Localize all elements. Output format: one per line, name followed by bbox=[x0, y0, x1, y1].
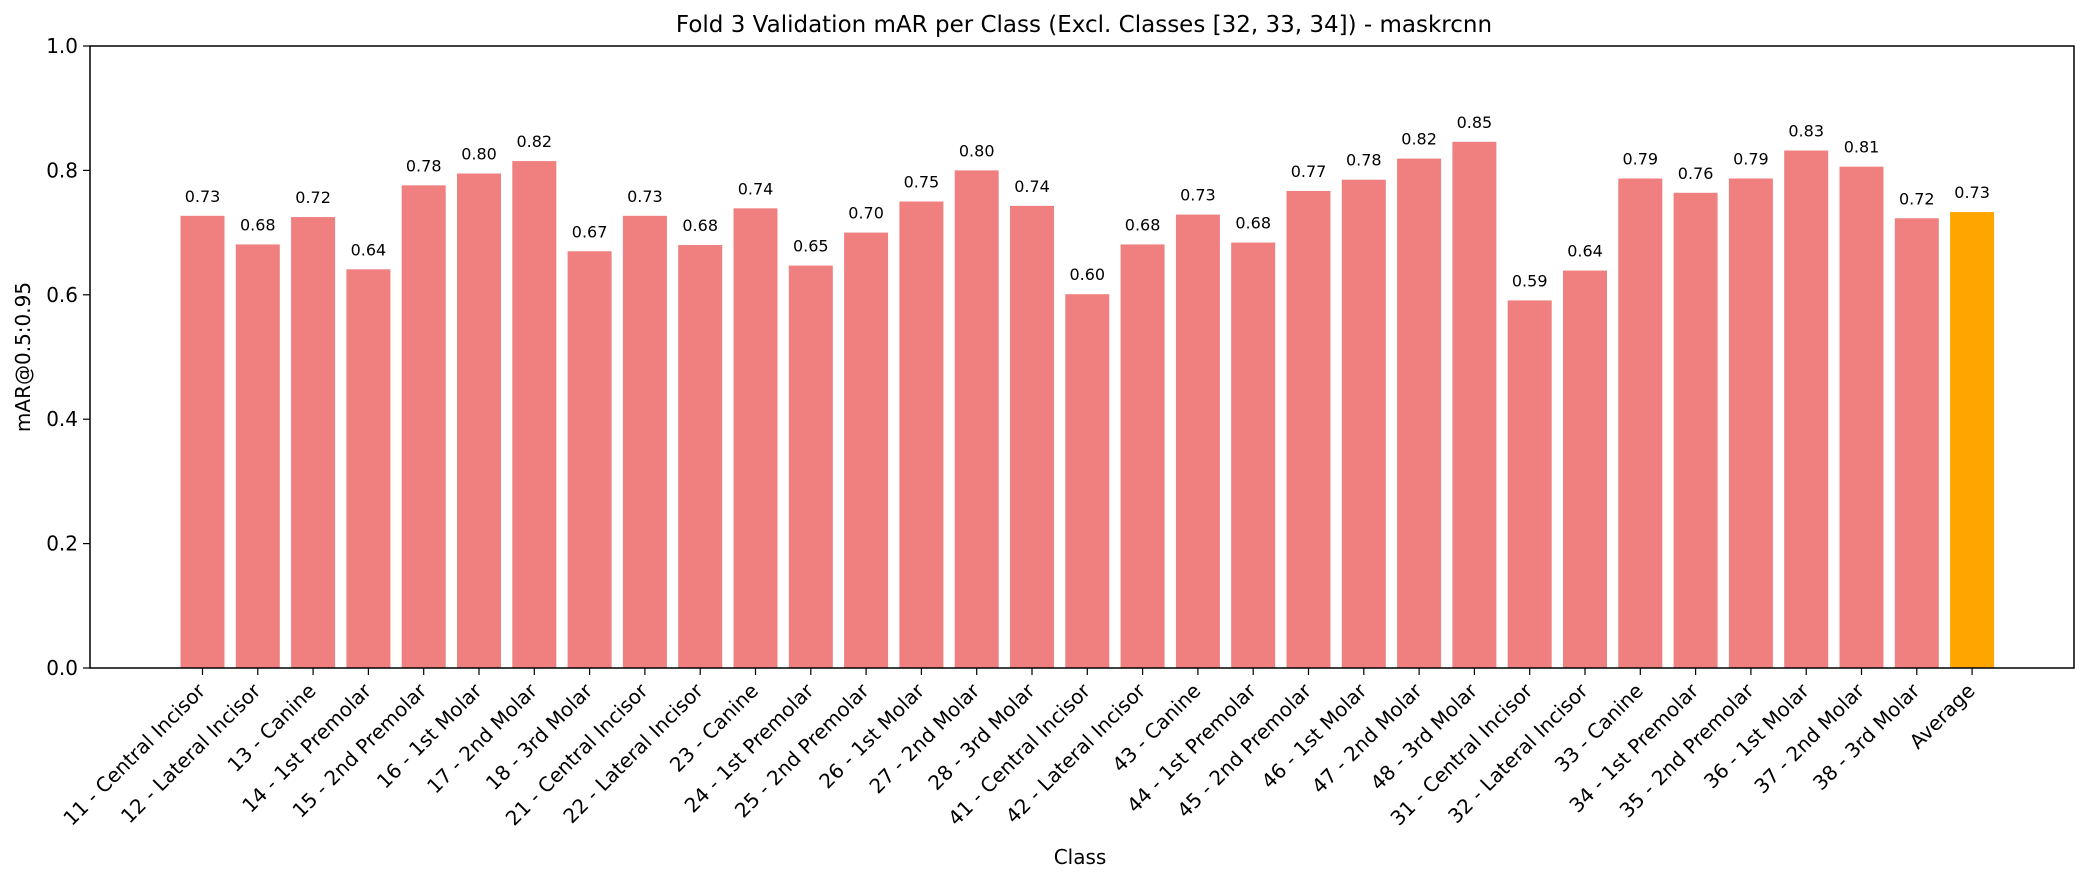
bar-value-label: 0.68 bbox=[1125, 215, 1161, 234]
bar-value-label: 0.76 bbox=[1678, 164, 1714, 183]
bar bbox=[954, 170, 999, 668]
bar-value-label: 0.67 bbox=[572, 222, 608, 241]
bar-value-label: 0.80 bbox=[461, 145, 497, 164]
bar-value-label: 0.85 bbox=[1457, 113, 1493, 132]
bar bbox=[567, 251, 612, 668]
bar bbox=[1175, 214, 1220, 668]
bar-value-label: 0.68 bbox=[1235, 214, 1271, 233]
bar-value-label: 0.81 bbox=[1844, 138, 1880, 157]
bar bbox=[1563, 270, 1607, 668]
bar bbox=[512, 161, 557, 668]
bar-value-label: 0.72 bbox=[1899, 189, 1935, 208]
bar bbox=[622, 215, 667, 668]
bar-value-label: 0.59 bbox=[1512, 271, 1548, 290]
bar bbox=[1341, 179, 1386, 669]
bar-value-label: 0.73 bbox=[1954, 183, 1990, 202]
bar bbox=[1728, 178, 1773, 669]
bar-value-label: 0.80 bbox=[959, 141, 995, 160]
y-tick-label: 1.0 bbox=[46, 34, 78, 58]
average-bar bbox=[1950, 212, 1995, 668]
bar-value-label: 0.79 bbox=[1622, 149, 1658, 168]
bar bbox=[401, 185, 446, 668]
bar bbox=[788, 265, 833, 668]
bar bbox=[1120, 244, 1165, 669]
bar bbox=[733, 208, 778, 668]
bar bbox=[1784, 150, 1829, 668]
plot-frame bbox=[89, 45, 2075, 669]
x-axis-label: Class bbox=[1054, 845, 1107, 869]
bar-value-label: 0.78 bbox=[1346, 151, 1382, 170]
y-tick-label: 0.2 bbox=[46, 532, 78, 556]
bar-value-label: 0.73 bbox=[1180, 186, 1216, 205]
bar bbox=[1673, 192, 1718, 669]
bar-value-label: 0.68 bbox=[240, 215, 276, 234]
bar bbox=[1839, 166, 1884, 669]
bar-value-label: 0.65 bbox=[793, 237, 829, 256]
bar-value-label: 0.73 bbox=[627, 187, 663, 206]
bar bbox=[899, 201, 944, 668]
bar bbox=[1010, 205, 1054, 668]
bar bbox=[1507, 300, 1552, 668]
bar-value-label: 0.83 bbox=[1788, 122, 1824, 141]
bar bbox=[235, 244, 280, 669]
bar-value-label: 0.64 bbox=[1567, 242, 1603, 261]
bar-value-label: 0.79 bbox=[1733, 149, 1769, 168]
bar bbox=[291, 217, 336, 669]
bar bbox=[1894, 218, 1939, 669]
y-tick-label: 0.0 bbox=[46, 656, 78, 680]
bar-value-label: 0.77 bbox=[1291, 162, 1327, 181]
y-axis: 0.0 0.2 0.4 0.6 0.8 1.0 bbox=[46, 34, 90, 680]
bar-value-label: 0.60 bbox=[1069, 265, 1105, 284]
bar-value-label: 0.64 bbox=[351, 240, 387, 259]
chart-title: Fold 3 Validation mAR per Class (Excl. C… bbox=[676, 12, 1492, 38]
bar bbox=[1452, 141, 1497, 669]
y-tick-label: 0.8 bbox=[46, 158, 78, 182]
bar bbox=[346, 269, 391, 668]
bar-value-label: 0.82 bbox=[516, 132, 552, 151]
bar-value-label: 0.70 bbox=[848, 204, 884, 223]
bar bbox=[1231, 242, 1276, 669]
bar-value-label: 0.78 bbox=[406, 156, 442, 175]
bar bbox=[844, 232, 889, 668]
bar-value-label: 0.74 bbox=[1014, 177, 1050, 196]
y-tick-label: 0.6 bbox=[46, 283, 78, 307]
bar-value-label: 0.72 bbox=[295, 188, 331, 207]
bar bbox=[1397, 158, 1442, 668]
bar-value-label: 0.82 bbox=[1401, 130, 1437, 149]
value-labels-group: 0.73 0.68 0.72 0.64 0.78 0.80 0.82 0.67 0.73 0.68… bbox=[185, 113, 1990, 291]
bar-value-label: 0.73 bbox=[185, 187, 221, 206]
bar bbox=[1618, 178, 1663, 669]
bars-group bbox=[180, 141, 1995, 669]
bar bbox=[1286, 190, 1331, 668]
y-axis-label: mAR@0.5:0.95 bbox=[11, 282, 35, 432]
bar-value-label: 0.74 bbox=[738, 179, 774, 198]
bar bbox=[457, 173, 501, 668]
bar bbox=[678, 245, 723, 669]
bar-value-label: 0.75 bbox=[904, 173, 940, 192]
bar bbox=[1065, 294, 1110, 668]
bar-value-label: 0.68 bbox=[682, 216, 718, 235]
bar bbox=[180, 215, 225, 668]
y-tick-label: 0.4 bbox=[46, 407, 78, 431]
